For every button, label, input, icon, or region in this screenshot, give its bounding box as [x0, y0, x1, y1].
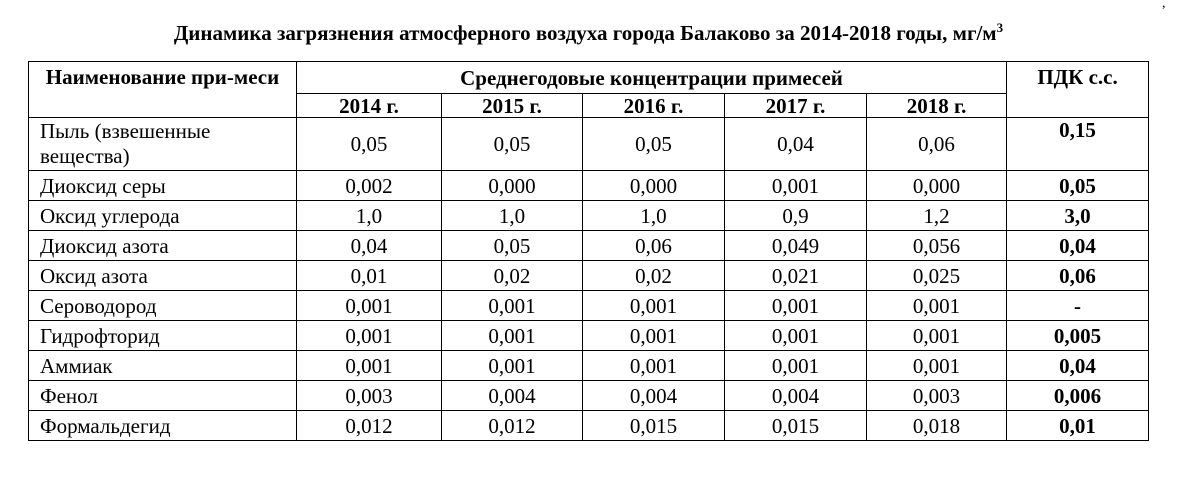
row-value: 0,001 [441, 320, 583, 351]
pollution-table: Наименование при-меси Среднегодовые конц… [28, 61, 1150, 441]
row-name: Диоксид азота [28, 230, 297, 261]
row-value: 0,003 [296, 380, 442, 411]
row-value: 0,025 [865, 260, 1008, 291]
row-value: 0,02 [582, 260, 725, 291]
row-value: 0,015 [582, 410, 725, 441]
row-value: 0,000 [582, 170, 725, 201]
row-value: 1,0 [441, 200, 583, 231]
row-name: Фенол [28, 380, 297, 411]
row-value: 0,003 [865, 380, 1008, 411]
row-value: 0,012 [296, 410, 442, 441]
row-value: 0,001 [441, 290, 583, 321]
header-year: 2018 г. [865, 93, 1008, 118]
row-value: 0,001 [865, 320, 1008, 351]
header-year: 2016 г. [582, 93, 725, 118]
row-value: 0,001 [865, 350, 1008, 381]
title-superscript: 3 [996, 20, 1004, 35]
row-value: 0,021 [724, 260, 867, 291]
row-value: 0,001 [582, 320, 725, 351]
header-year: 2017 г. [724, 93, 867, 118]
row-name: Формальдегид [28, 410, 297, 441]
header-year: 2015 г. [441, 93, 583, 118]
row-value: 0,002 [296, 170, 442, 201]
title-text: Динамика загрязнения атмосферного воздух… [173, 21, 997, 45]
row-value: 0,001 [724, 350, 867, 381]
row-value: 0,001 [441, 350, 583, 381]
table-row: Диоксид серы 0,002 0,000 0,000 0,001 0,0… [28, 170, 1150, 201]
header-pdk: ПДК с.с. [1006, 61, 1150, 118]
row-value: 0,001 [724, 170, 867, 201]
row-pdk: 0,01 [1006, 410, 1150, 441]
row-pdk: 0,006 [1006, 380, 1150, 411]
row-value: 0,001 [296, 320, 442, 351]
row-value: 0,05 [441, 117, 583, 171]
row-value: 0,015 [724, 410, 867, 441]
row-value: 0,06 [582, 230, 725, 261]
row-name: Гидрофторид [28, 320, 297, 351]
row-value: 1,0 [296, 200, 442, 231]
table-row: Сероводород 0,001 0,001 0,001 0,001 0,00… [28, 290, 1150, 321]
row-pdk: 0,04 [1006, 350, 1150, 381]
table-row: Диоксид азота 0,04 0,05 0,06 0,049 0,056… [28, 230, 1150, 261]
table-row: Оксид углерода 1,0 1,0 1,0 0,9 1,2 3,0 [28, 200, 1150, 231]
row-value: 0,05 [441, 230, 583, 261]
row-pdk: 0,06 [1006, 260, 1150, 291]
row-value: 0,000 [441, 170, 583, 201]
row-name: Диоксид серы [28, 170, 297, 201]
row-value: 0,004 [441, 380, 583, 411]
row-pdk: - [1006, 290, 1150, 321]
row-value: 0,000 [865, 170, 1008, 201]
row-value: 0,06 [865, 117, 1008, 171]
row-name: Аммиак [28, 350, 297, 381]
row-value: 1,2 [865, 200, 1008, 231]
header-concentrations: Среднегодовые концентрации примесей [295, 61, 1008, 94]
row-pdk: 0,15 [1006, 117, 1150, 171]
row-value: 0,004 [582, 380, 725, 411]
row-pdk: 0,005 [1006, 320, 1150, 351]
row-value: 0,056 [865, 230, 1008, 261]
row-value: 1,0 [582, 200, 725, 231]
row-name: Пыль (взвешенные вещества) [28, 117, 297, 171]
row-value: 0,001 [865, 290, 1008, 321]
row-value: 0,04 [724, 117, 867, 171]
row-name: Оксид азота [28, 260, 297, 291]
row-value: 0,9 [724, 200, 867, 231]
page-title: Динамика загрязнения атмосферного воздух… [0, 20, 1177, 46]
row-value: 0,049 [724, 230, 867, 261]
row-value: 0,01 [296, 260, 442, 291]
row-value: 0,004 [724, 380, 867, 411]
table-row: Фенол 0,003 0,004 0,004 0,004 0,003 0,00… [28, 380, 1150, 411]
row-pdk: 0,04 [1006, 230, 1150, 261]
table-row: Формальдегид 0,012 0,012 0,015 0,015 0,0… [28, 410, 1150, 441]
corner-mark: , [1162, 0, 1166, 11]
row-name: Оксид углерода [28, 200, 297, 231]
row-pdk: 0,05 [1006, 170, 1150, 201]
row-value: 0,018 [865, 410, 1008, 441]
table-row: Аммиак 0,001 0,001 0,001 0,001 0,001 0,0… [28, 350, 1150, 381]
table-row: Гидрофторид 0,001 0,001 0,001 0,001 0,00… [28, 320, 1150, 351]
header-year: 2014 г. [296, 93, 442, 118]
row-value: 0,001 [296, 290, 442, 321]
row-value: 0,05 [296, 117, 442, 171]
table-row: Оксид азота 0,01 0,02 0,02 0,021 0,025 0… [28, 260, 1150, 291]
row-pdk: 3,0 [1006, 200, 1150, 231]
row-name: Сероводород [28, 290, 297, 321]
row-value: 0,001 [724, 290, 867, 321]
row-value: 0,04 [296, 230, 442, 261]
header-name: Наименование при-меси [28, 61, 297, 118]
row-value: 0,001 [724, 320, 867, 351]
table-row: Пыль (взвешенные вещества) 0,05 0,05 0,0… [28, 117, 1150, 171]
row-value: 0,012 [441, 410, 583, 441]
row-value: 0,001 [582, 290, 725, 321]
row-value: 0,001 [296, 350, 442, 381]
row-value: 0,001 [582, 350, 725, 381]
row-value: 0,02 [441, 260, 583, 291]
row-value: 0,05 [582, 117, 725, 171]
